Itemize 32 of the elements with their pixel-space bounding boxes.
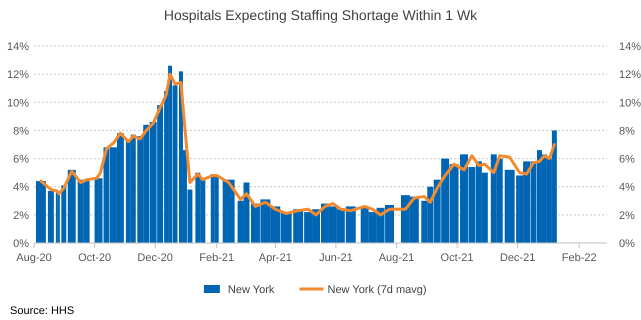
chart-title: Hospitals Expecting Staffing Shortage Within 1 Wk (164, 7, 478, 23)
y2-tick-label: 2% (619, 210, 636, 222)
y-tick-label: 4% (13, 182, 30, 194)
y2-tick-label: 6% (619, 154, 636, 166)
y-tick-label: 6% (13, 154, 30, 166)
y-tick-label: 8% (13, 125, 30, 138)
y-tick-label: 10% (6, 97, 30, 110)
x-tick-label: Apr-21 (258, 252, 292, 264)
y-tick-label: 14% (6, 41, 30, 53)
y2-tick-label: 14% (619, 41, 641, 53)
y2-tick-label: 0% (619, 238, 636, 250)
x-tick-label: Feb-22 (562, 252, 597, 264)
y-tick-label: 2% (13, 210, 30, 222)
line-series (39, 72, 556, 216)
x-tick-label: Dec-20 (137, 252, 173, 264)
x-tick-label: Aug-21 (378, 252, 414, 264)
bar (48, 190, 54, 243)
legend-label: New York (228, 284, 275, 296)
y2-tick-label: 8% (619, 125, 636, 138)
y2-tick-label: 10% (619, 97, 641, 110)
y-tick-label: 12% (6, 69, 30, 82)
x-tick-label: Oct-20 (78, 252, 112, 264)
x-tick-label: Aug-20 (16, 252, 52, 264)
legend-label: New York (7d mavg) (328, 284, 427, 296)
source-note: Source: HHS (10, 305, 74, 317)
y2-tick-label: 12% (619, 69, 641, 82)
x-tick-label: Oct-21 (440, 252, 474, 264)
x-tick-label: Feb-21 (199, 252, 234, 264)
x-tick-label: Dec-21 (500, 252, 536, 264)
y2-tick-label: 4% (619, 182, 636, 194)
x-tick-label: Jun-21 (319, 252, 353, 264)
y-tick-label: 0% (13, 238, 30, 250)
